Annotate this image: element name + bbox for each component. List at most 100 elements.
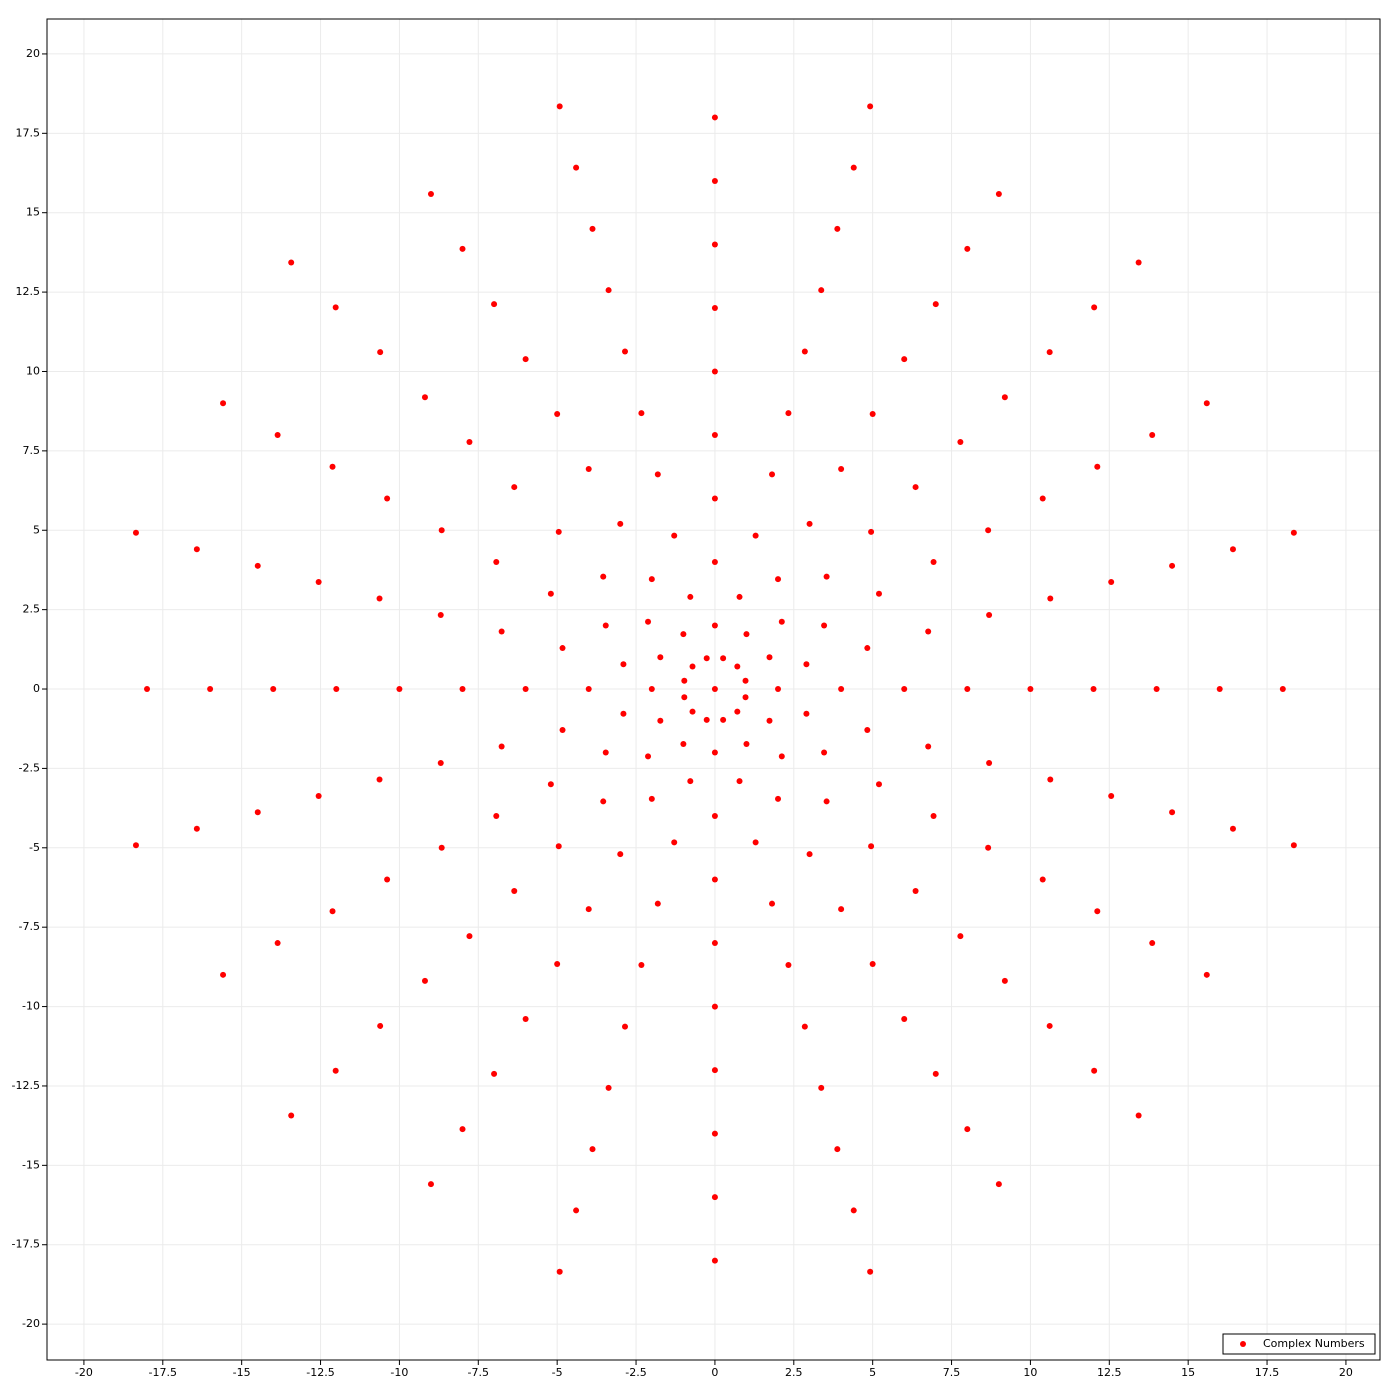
point <box>734 663 741 670</box>
point <box>654 471 661 478</box>
point <box>995 1181 1002 1188</box>
point <box>766 717 773 724</box>
point <box>1203 971 1210 978</box>
point <box>775 795 782 802</box>
point <box>1091 304 1098 311</box>
point <box>867 1268 874 1275</box>
point <box>711 495 718 502</box>
point <box>711 1257 718 1264</box>
point <box>254 809 261 816</box>
point <box>220 971 227 978</box>
x-tick-label: 7.5 <box>943 1366 961 1379</box>
point <box>1094 908 1101 915</box>
point <box>1135 1112 1142 1119</box>
point <box>671 532 678 539</box>
legend-label: Complex Numbers <box>1263 1337 1365 1350</box>
x-tick-label: -20 <box>75 1366 93 1379</box>
y-tick-label: 10 <box>26 364 40 377</box>
point <box>493 559 500 566</box>
point <box>838 465 845 472</box>
point <box>376 776 383 783</box>
point <box>1169 809 1176 816</box>
point <box>778 753 785 760</box>
point <box>823 573 830 580</box>
point <box>396 686 403 693</box>
point <box>547 781 554 788</box>
point <box>769 471 776 478</box>
point <box>806 520 813 527</box>
point <box>986 612 993 619</box>
point <box>1047 776 1054 783</box>
point <box>638 961 645 968</box>
point <box>554 411 561 418</box>
point <box>1153 686 1160 693</box>
point <box>132 842 139 849</box>
point <box>556 1268 563 1275</box>
point <box>964 245 971 252</box>
point <box>1091 1067 1098 1074</box>
point <box>438 844 445 851</box>
point <box>711 813 718 820</box>
point <box>498 743 505 750</box>
x-tick-label: -7.5 <box>468 1366 489 1379</box>
point <box>144 686 151 693</box>
point <box>689 663 696 670</box>
y-tick-label: -12.5 <box>12 1079 40 1092</box>
point <box>703 655 710 662</box>
point <box>932 301 939 308</box>
point <box>711 1130 718 1137</box>
point <box>654 900 661 907</box>
point <box>1039 495 1046 502</box>
point <box>711 241 718 248</box>
point <box>711 1067 718 1074</box>
x-tick-label: -15 <box>233 1366 251 1379</box>
point <box>1229 825 1236 832</box>
x-tick-label: 17.5 <box>1255 1366 1280 1379</box>
point <box>681 694 688 701</box>
point <box>622 348 629 355</box>
point <box>711 1003 718 1010</box>
point <box>711 177 718 184</box>
point <box>207 686 214 693</box>
point <box>377 1022 384 1029</box>
point <box>818 1084 825 1091</box>
point <box>912 484 919 491</box>
point <box>274 940 281 947</box>
y-tick-label: 20 <box>26 47 40 60</box>
point <box>680 740 687 747</box>
y-tick-label: 0 <box>33 682 40 695</box>
legend-marker <box>1240 1341 1246 1347</box>
point <box>600 798 607 805</box>
point <box>868 528 875 535</box>
point <box>522 686 529 693</box>
x-tick-label: -17.5 <box>149 1366 177 1379</box>
point <box>427 190 434 197</box>
point <box>743 631 750 638</box>
point <box>806 851 813 858</box>
x-tick-label: 15 <box>1181 1366 1195 1379</box>
point <box>821 749 828 756</box>
point <box>1046 1022 1053 1029</box>
point <box>511 887 518 894</box>
point <box>711 368 718 375</box>
point <box>384 876 391 883</box>
point <box>437 612 444 619</box>
point <box>421 977 428 984</box>
point <box>964 686 971 693</box>
point <box>742 694 749 701</box>
y-tick-label: 17.5 <box>16 126 41 139</box>
y-tick-label: -17.5 <box>12 1238 40 1251</box>
point <box>617 520 624 527</box>
point <box>1229 546 1236 553</box>
point <box>254 562 261 569</box>
x-tick-label: -12.5 <box>306 1366 334 1379</box>
point <box>1108 793 1115 800</box>
point <box>868 843 875 850</box>
point <box>775 686 782 693</box>
y-tick-label: -10 <box>22 1000 40 1013</box>
point <box>875 781 882 788</box>
point <box>801 1023 808 1030</box>
point <box>834 1146 841 1153</box>
point <box>803 661 810 668</box>
